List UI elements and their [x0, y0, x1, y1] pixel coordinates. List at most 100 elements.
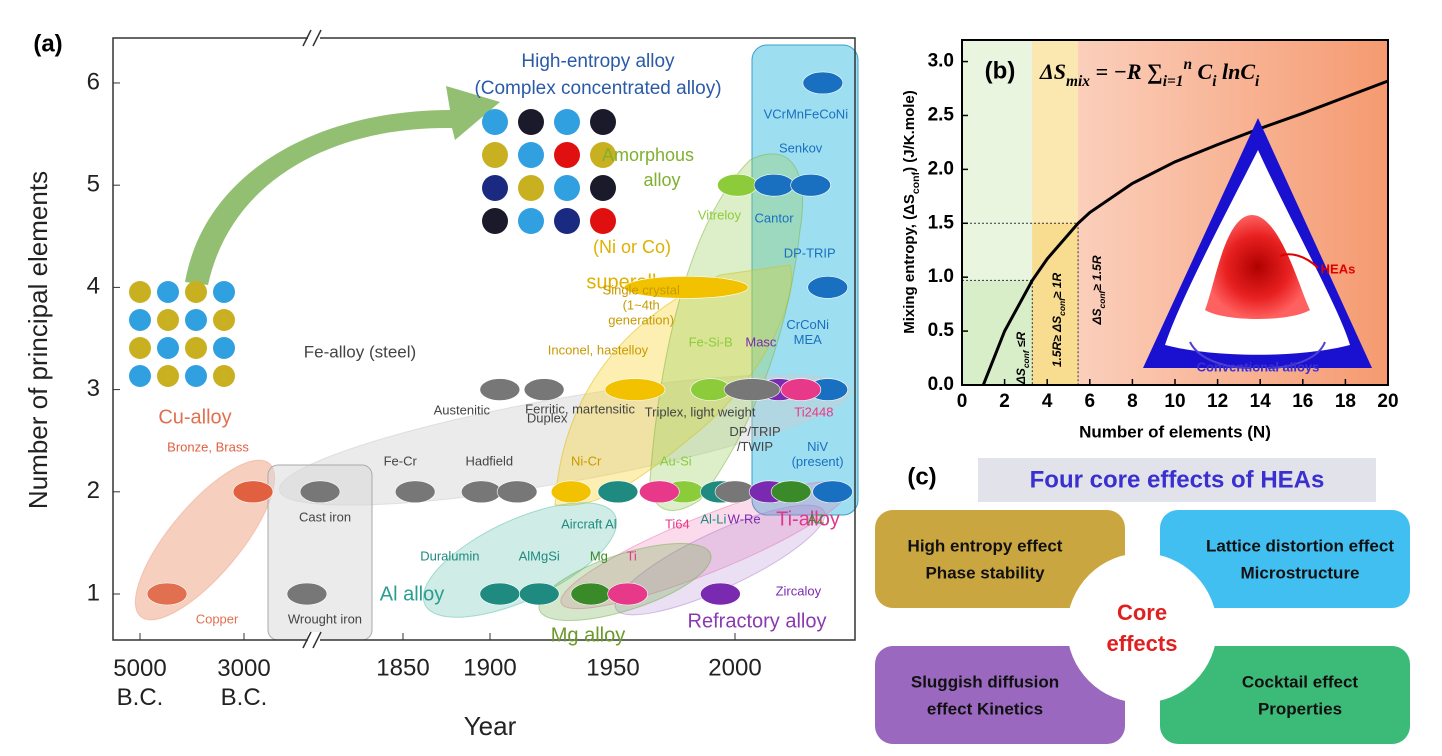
region-label: ΔSconf ≤R: [1014, 332, 1031, 386]
point: [604, 378, 666, 401]
y-tick-label: 3: [87, 375, 100, 402]
region-label-part: 1.5R≥ ΔS: [1050, 316, 1064, 367]
y-tick-label: 1: [87, 579, 100, 606]
atom: [129, 337, 151, 359]
panel-b: 0 2 4 6 8 10 12 14 16 18 20 0.0 0.5 1.0 1.5 2.0 2.5 3.0 Nu…: [901, 39, 1399, 441]
y-axis-title-part: ) (J/K.mole): [901, 90, 918, 172]
atom: [590, 175, 616, 201]
point: [770, 480, 812, 504]
atom: [129, 281, 151, 303]
atom: [590, 208, 616, 234]
y-axis-title: Mixing entropy, (ΔSconf) (J/K.mole): [901, 90, 922, 334]
panel-label: (b): [985, 57, 1016, 84]
atom: [554, 208, 580, 234]
region-label-part: ≥ 1R: [1050, 273, 1064, 299]
region-label-part: ≤R: [1014, 332, 1028, 351]
point: [146, 582, 188, 606]
atom: [482, 175, 508, 201]
point: [623, 276, 749, 299]
panel-a: 1 2 3 4 5 6 Year Number of principal elements (a…: [23, 29, 859, 741]
group-label: Amorphous: [602, 145, 694, 165]
y-tick-label: 2.0: [928, 158, 954, 179]
equation: ΔSmix = −R ∑i=1n Ci lnCi: [1039, 56, 1260, 90]
core-text: Core: [1117, 600, 1167, 625]
effect-text: Phase stability: [925, 563, 1045, 582]
effect-text: Lattice distortion effect: [1206, 536, 1394, 555]
atom: [157, 281, 179, 303]
y-axis-title: Number of principal elements: [23, 171, 53, 509]
region-label-part: ΔS: [1090, 308, 1104, 325]
atom: [518, 208, 544, 234]
atom: [185, 337, 207, 359]
point: [232, 480, 274, 504]
effect-box: [875, 510, 1125, 608]
equation-part: lnC: [1217, 59, 1256, 84]
equation-part: i: [1212, 73, 1217, 90]
axis-break: [302, 631, 322, 649]
atom: [518, 109, 544, 135]
point: [807, 276, 849, 299]
atom: [213, 337, 235, 359]
title-bar: [978, 458, 1376, 502]
atom: [157, 309, 179, 331]
point: [717, 173, 758, 197]
effect-text: High entropy effect: [908, 536, 1063, 555]
atom: [129, 309, 151, 331]
effect-text: Properties: [1258, 699, 1342, 718]
point: [723, 378, 781, 401]
atom: [554, 175, 580, 201]
atom: [554, 142, 580, 168]
x-tick-label: 0: [957, 391, 968, 412]
panel-label: (c): [907, 463, 936, 490]
pointer: [1189, 341, 1326, 369]
x-tick-label: 14: [1250, 391, 1272, 412]
axis-break: [302, 29, 322, 47]
group-label: alloy: [643, 170, 680, 190]
region-label: 1.5R≥ ΔSconf≥ 1R: [1050, 273, 1067, 368]
panel-label: (a): [33, 30, 62, 57]
point: [607, 582, 648, 606]
point: [550, 480, 592, 504]
effect-box: [875, 646, 1125, 744]
atom: [482, 109, 508, 135]
group-label: (Ni or Co): [593, 237, 671, 257]
y-tick-label: 4: [87, 273, 100, 300]
core-circle: [1067, 553, 1217, 703]
point: [394, 480, 436, 504]
x-tick-label: 10: [1164, 391, 1185, 412]
equation-part: C: [1192, 59, 1213, 84]
equation-part: i=1: [1163, 73, 1184, 90]
inset-label: HEAs: [1321, 261, 1356, 276]
axis-break: [308, 30, 320, 46]
point: [790, 173, 831, 197]
effect-text: Microstructure: [1240, 563, 1359, 582]
y-tick-label: 5: [87, 171, 100, 198]
axis-break: [308, 632, 320, 648]
point: [460, 480, 502, 504]
y-tick-label: 0.0: [928, 374, 954, 395]
y-tick-label: 1.5: [928, 212, 955, 233]
equation-part: ΔS: [1039, 59, 1066, 84]
point: [597, 480, 639, 504]
point: [286, 582, 328, 606]
y-axis-title-part: Mixing entropy, (ΔS: [901, 194, 918, 334]
atom: [590, 109, 616, 135]
group-label: Ti-alloy: [776, 508, 840, 530]
effect-box: [1160, 646, 1410, 744]
equation-part: mix: [1066, 73, 1090, 90]
region-label-part: ≥ 1.5R: [1090, 255, 1104, 291]
y-axis-title-part: conf: [910, 171, 922, 194]
group-label: High-entropy alloy: [521, 51, 675, 72]
atom: [518, 142, 544, 168]
effect-text: effect Kinetics: [927, 699, 1043, 718]
atom: [482, 208, 508, 234]
y-tick-label: 6: [87, 68, 100, 95]
hea-zone: [1205, 215, 1310, 319]
region-label-part: conf: [1057, 297, 1067, 316]
point: [570, 582, 612, 606]
x-tick-label: 6: [1085, 391, 1096, 412]
panel-c: (c) Four core effects of HEAs High entropy…: [875, 458, 1410, 744]
region-label-part: ΔS: [1014, 368, 1028, 385]
equation-part: i: [1255, 73, 1260, 90]
